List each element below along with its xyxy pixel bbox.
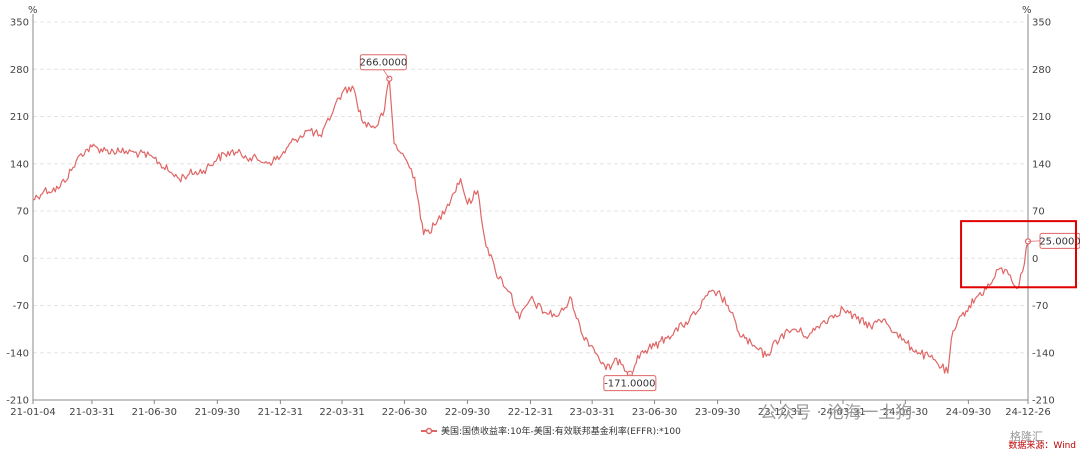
y-tick-label-right: 0 [1032, 254, 1038, 265]
y-tick-label-left: 70 [16, 207, 29, 218]
x-tick-label: 24-12-26 [1005, 407, 1050, 418]
series-layer [32, 78, 1029, 375]
legend[interactable]: 美国:国债收益率:10年-美国:有效联邦基金利率(EFFR):*100 [421, 425, 681, 437]
callout-label: 266.0000 [359, 58, 407, 69]
callout-label: 25.0000 [1039, 236, 1080, 247]
y-tick-label-left: 350 [10, 18, 29, 29]
y-tick-label-left: -70 [13, 301, 29, 312]
x-tick-label: 23-12-31 [758, 407, 803, 418]
gridlines [33, 21, 1028, 401]
x-tick-label: 22-09-30 [445, 407, 490, 418]
y-tick-label-right: 280 [1032, 65, 1051, 76]
callout-leader [383, 69, 390, 79]
y-tick-label-left: -140 [6, 348, 29, 359]
highlight-box [960, 220, 1078, 289]
x-tick-label: 21-06-30 [132, 407, 177, 418]
y-tick-label-left: 210 [10, 112, 29, 123]
y-tick-label-left: 0 [23, 254, 29, 265]
series-line [32, 78, 1029, 375]
x-tick-label: 21-09-30 [195, 407, 240, 418]
y-tick-label-left: 280 [10, 65, 29, 76]
x-tick-label: 23-09-30 [695, 407, 740, 418]
y-axis-left-ticks: 350 280 210 140 70 0 -70 -140 -210 [6, 18, 29, 407]
x-tick-label: 21-01-04 [10, 407, 55, 418]
x-tick-label: 22-12-31 [508, 407, 553, 418]
callout: -171.0000 [603, 370, 657, 392]
axes [32, 14, 1029, 401]
y-axis-left-unit: % [28, 5, 38, 16]
y-tick-label-right: 350 [1032, 18, 1051, 29]
y-axis-right-unit: % [1022, 5, 1032, 16]
y-tick-label-right: -70 [1032, 301, 1048, 312]
annotations: 266.0000 -171.0000 25.0000 [359, 54, 1080, 392]
y-tick-label-right: 70 [1032, 207, 1045, 218]
legend-marker [425, 427, 433, 435]
x-tick-label: 21-12-31 [258, 407, 303, 418]
x-tick-label: 24-09-30 [946, 407, 991, 418]
x-tick-label: 21-03-31 [69, 407, 114, 418]
x-tick-label: 24-06-30 [883, 407, 928, 418]
callout: 266.0000 [359, 54, 407, 82]
data-source: 数据来源：Wind [1008, 439, 1076, 451]
callout-leader [1027, 240, 1041, 242]
legend-label: 美国:国债收益率:10年-美国:有效联邦基金利率(EFFR):*100 [441, 425, 681, 437]
y-tick-label-left: 140 [10, 159, 29, 170]
callout-box [603, 375, 657, 392]
x-tick-label: 22-06-30 [382, 407, 427, 418]
watermark: 公众号 · 沧海一土狗 [760, 403, 912, 423]
y-tick-label-left: -210 [6, 396, 29, 407]
y-axis-right-ticks: 350 280 210 140 70 0 -70 -140 -210 [1032, 18, 1055, 407]
x-tick-label: 23-06-30 [632, 407, 677, 418]
y-tick-label-right: -140 [1032, 348, 1055, 359]
callout-box [1039, 232, 1080, 249]
x-tick-label: 22-03-31 [319, 407, 364, 418]
callout-box [359, 54, 407, 71]
watermark-secondary: 格隆汇 [1010, 429, 1043, 443]
callout: 25.0000 [1024, 232, 1080, 249]
y-tick-label-right: 210 [1032, 112, 1051, 123]
x-axis-ticks: 21-01-04 21-03-31 21-06-30 21-09-30 21-12-31… [10, 400, 1051, 418]
callout-label: -171.0000 [604, 379, 655, 390]
x-tick-label: 23-03-31 [569, 407, 614, 418]
y-tick-label-right: 140 [1032, 159, 1051, 170]
x-tick-label: 24-03-31 [820, 407, 865, 418]
y-tick-label-right: -210 [1032, 396, 1055, 407]
